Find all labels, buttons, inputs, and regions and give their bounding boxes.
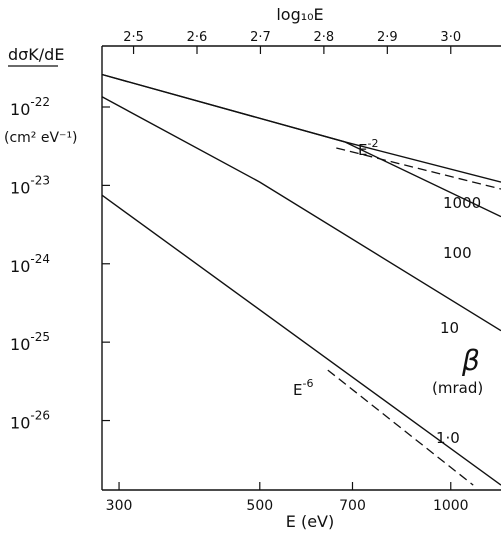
top-tick-label: 2·5: [123, 30, 144, 45]
y-tick-label: 10-25: [10, 330, 50, 354]
top-tick-label: 3·0: [440, 30, 461, 45]
e-minus-6-annotation: E-6: [293, 377, 313, 399]
x-tick-label: 1000: [433, 498, 469, 514]
curve-10: [101, 96, 501, 332]
top-tick-label: 2·8: [314, 30, 335, 45]
top-axis-title: log₁₀E: [276, 5, 323, 24]
e-minus-2-annotation: E-2: [358, 137, 378, 159]
y-axis-title: dσK/dE: [8, 45, 64, 64]
y-axis-units: (cm² eV⁻¹): [4, 130, 78, 146]
e-minus-6-line: [327, 369, 474, 486]
curve-label-10: 10: [440, 319, 459, 337]
top-tick-label: 2·6: [187, 30, 208, 45]
curve-1-0: [101, 194, 501, 486]
e-minus-2-line: [336, 147, 501, 190]
curve-label-1-0: 1·0: [436, 429, 460, 447]
y-tick-label: 10-24: [10, 252, 50, 276]
top-tick-label: 2·7: [250, 30, 271, 45]
beta-units: (mrad): [432, 379, 483, 397]
y-tick-label: 10-22: [10, 95, 50, 119]
curve-label-100: 100: [443, 244, 472, 262]
y-tick-label: 10-23: [10, 173, 50, 197]
x-axis-title: E (eV): [286, 512, 334, 531]
x-tick-label: 700: [339, 498, 366, 514]
top-tick-label: 2·9: [377, 30, 398, 45]
x-tick-label: 500: [246, 498, 273, 514]
y-tick-label: 10-26: [10, 409, 50, 433]
beta-symbol: β: [461, 344, 480, 377]
curve-100: [101, 73, 501, 218]
curve-label-1000: 1000: [443, 194, 481, 212]
x-tick-label: 300: [106, 498, 133, 514]
